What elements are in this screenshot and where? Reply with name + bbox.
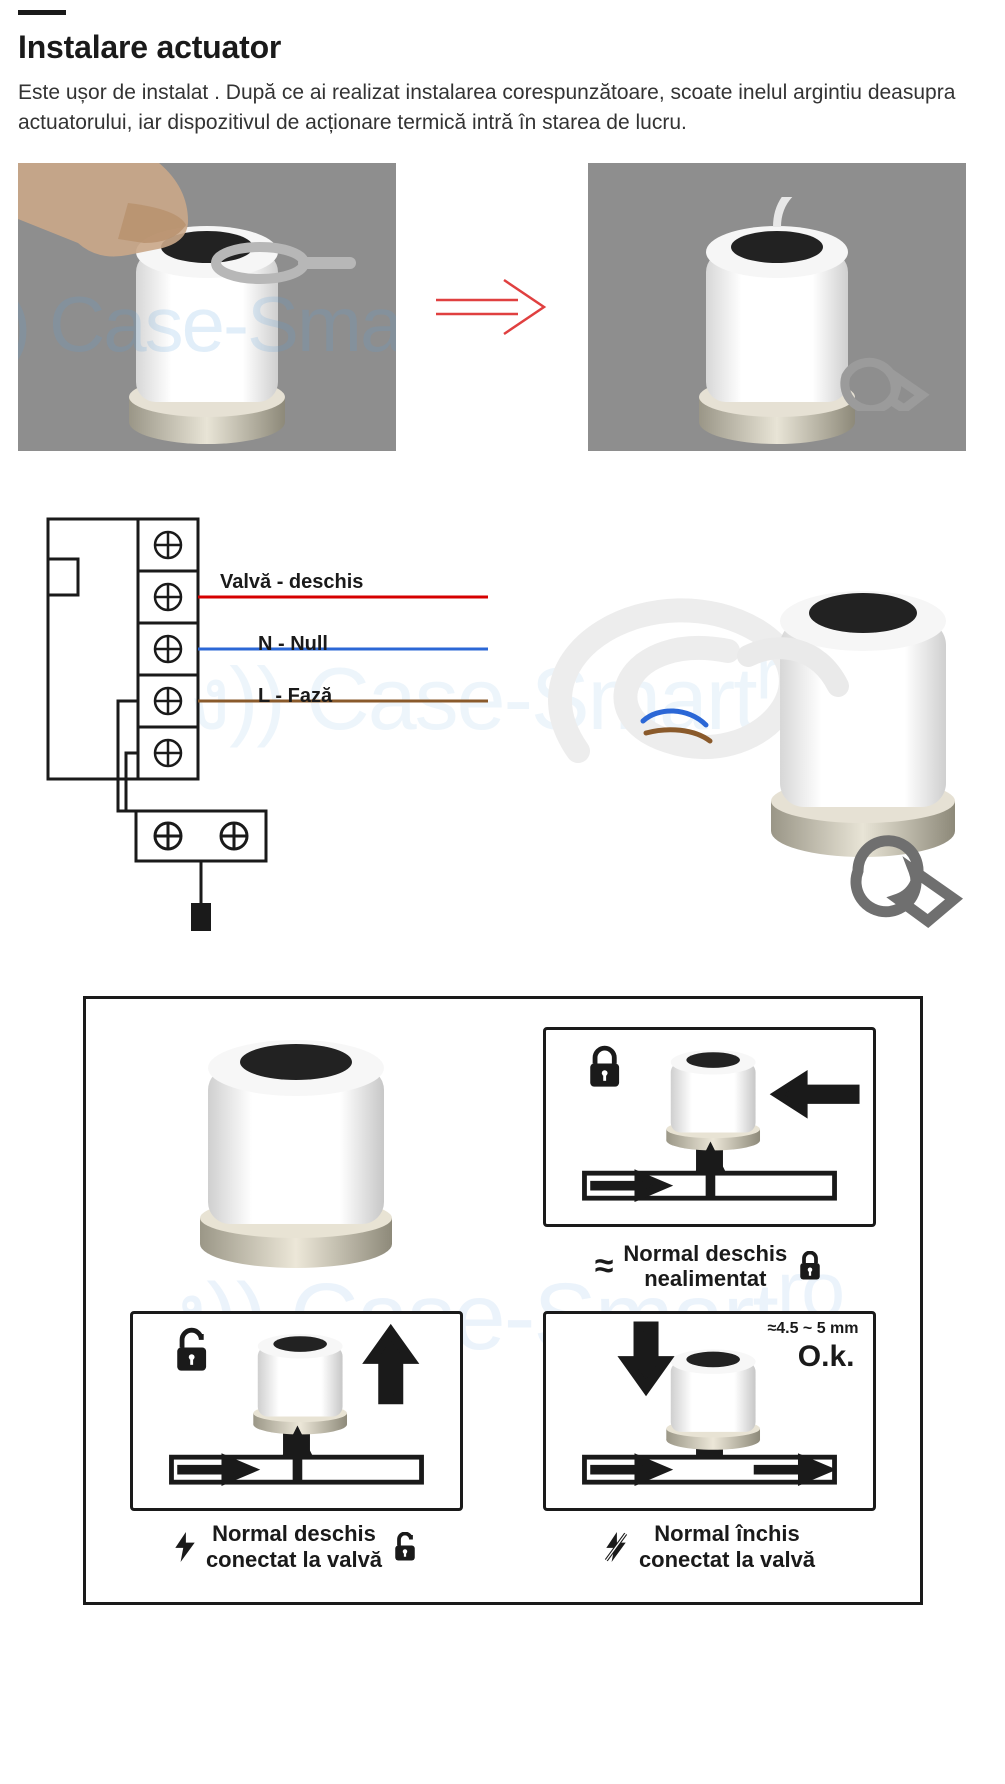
install-photo-after: [588, 163, 966, 451]
intro-paragraph: Este ușor de instalat . După ce ai reali…: [18, 78, 987, 139]
state-cell-open-connected: Normal deschis conectat la valvă: [130, 1311, 463, 1572]
install-photo-before: ง)) Case-Smartro: [18, 163, 396, 451]
wire-label-neutral: N - Null: [258, 633, 328, 656]
actuator-product-image: [518, 511, 988, 931]
lock-open-icon: [392, 1532, 418, 1562]
state-cell-locked: ≈ Normal deschis nealimentat: [543, 1027, 876, 1292]
no-bolt-icon: [603, 1532, 629, 1562]
wire-label-valve-open: Valvă - deschis: [220, 571, 363, 594]
wiring-section: ง)) Case-Smartro: [18, 511, 987, 936]
hand-illustration: [18, 163, 238, 343]
state-label-closed-connected: Normal închis conectat la valvă: [639, 1521, 815, 1572]
actuator-illustration: [186, 1012, 406, 1272]
page-title: Instalare actuator: [18, 29, 987, 66]
lock-closed-icon: [797, 1251, 823, 1281]
bolt-icon: [174, 1532, 196, 1562]
install-photo-row: ง)) Case-Smartro: [18, 163, 987, 451]
ok-label: O.k.: [798, 1340, 855, 1374]
wiring-diagram: Valvă - deschis N - Null L - Fază: [18, 511, 488, 936]
state-cell-actuator: [130, 1027, 463, 1257]
wave-icon: ≈: [595, 1247, 614, 1286]
wire-label-live: L - Fază: [258, 685, 332, 708]
accent-bar: [18, 10, 66, 15]
state-label-normal-open-unpowered: Normal deschis nealimentat: [623, 1241, 787, 1292]
arrow-right-icon: [432, 272, 552, 342]
clip-removed-icon: [826, 341, 936, 411]
state-label-open-connected: Normal deschis conectat la valvă: [206, 1521, 382, 1572]
actuator-states-infographic: ง)) Case-Smartro: [83, 996, 923, 1605]
state-cell-closed-connected: ≈4.5 ~ 5 mm O.k. Normal închis conectat …: [543, 1311, 876, 1572]
travel-mm-label: ≈4.5 ~ 5 mm: [767, 1320, 858, 1338]
